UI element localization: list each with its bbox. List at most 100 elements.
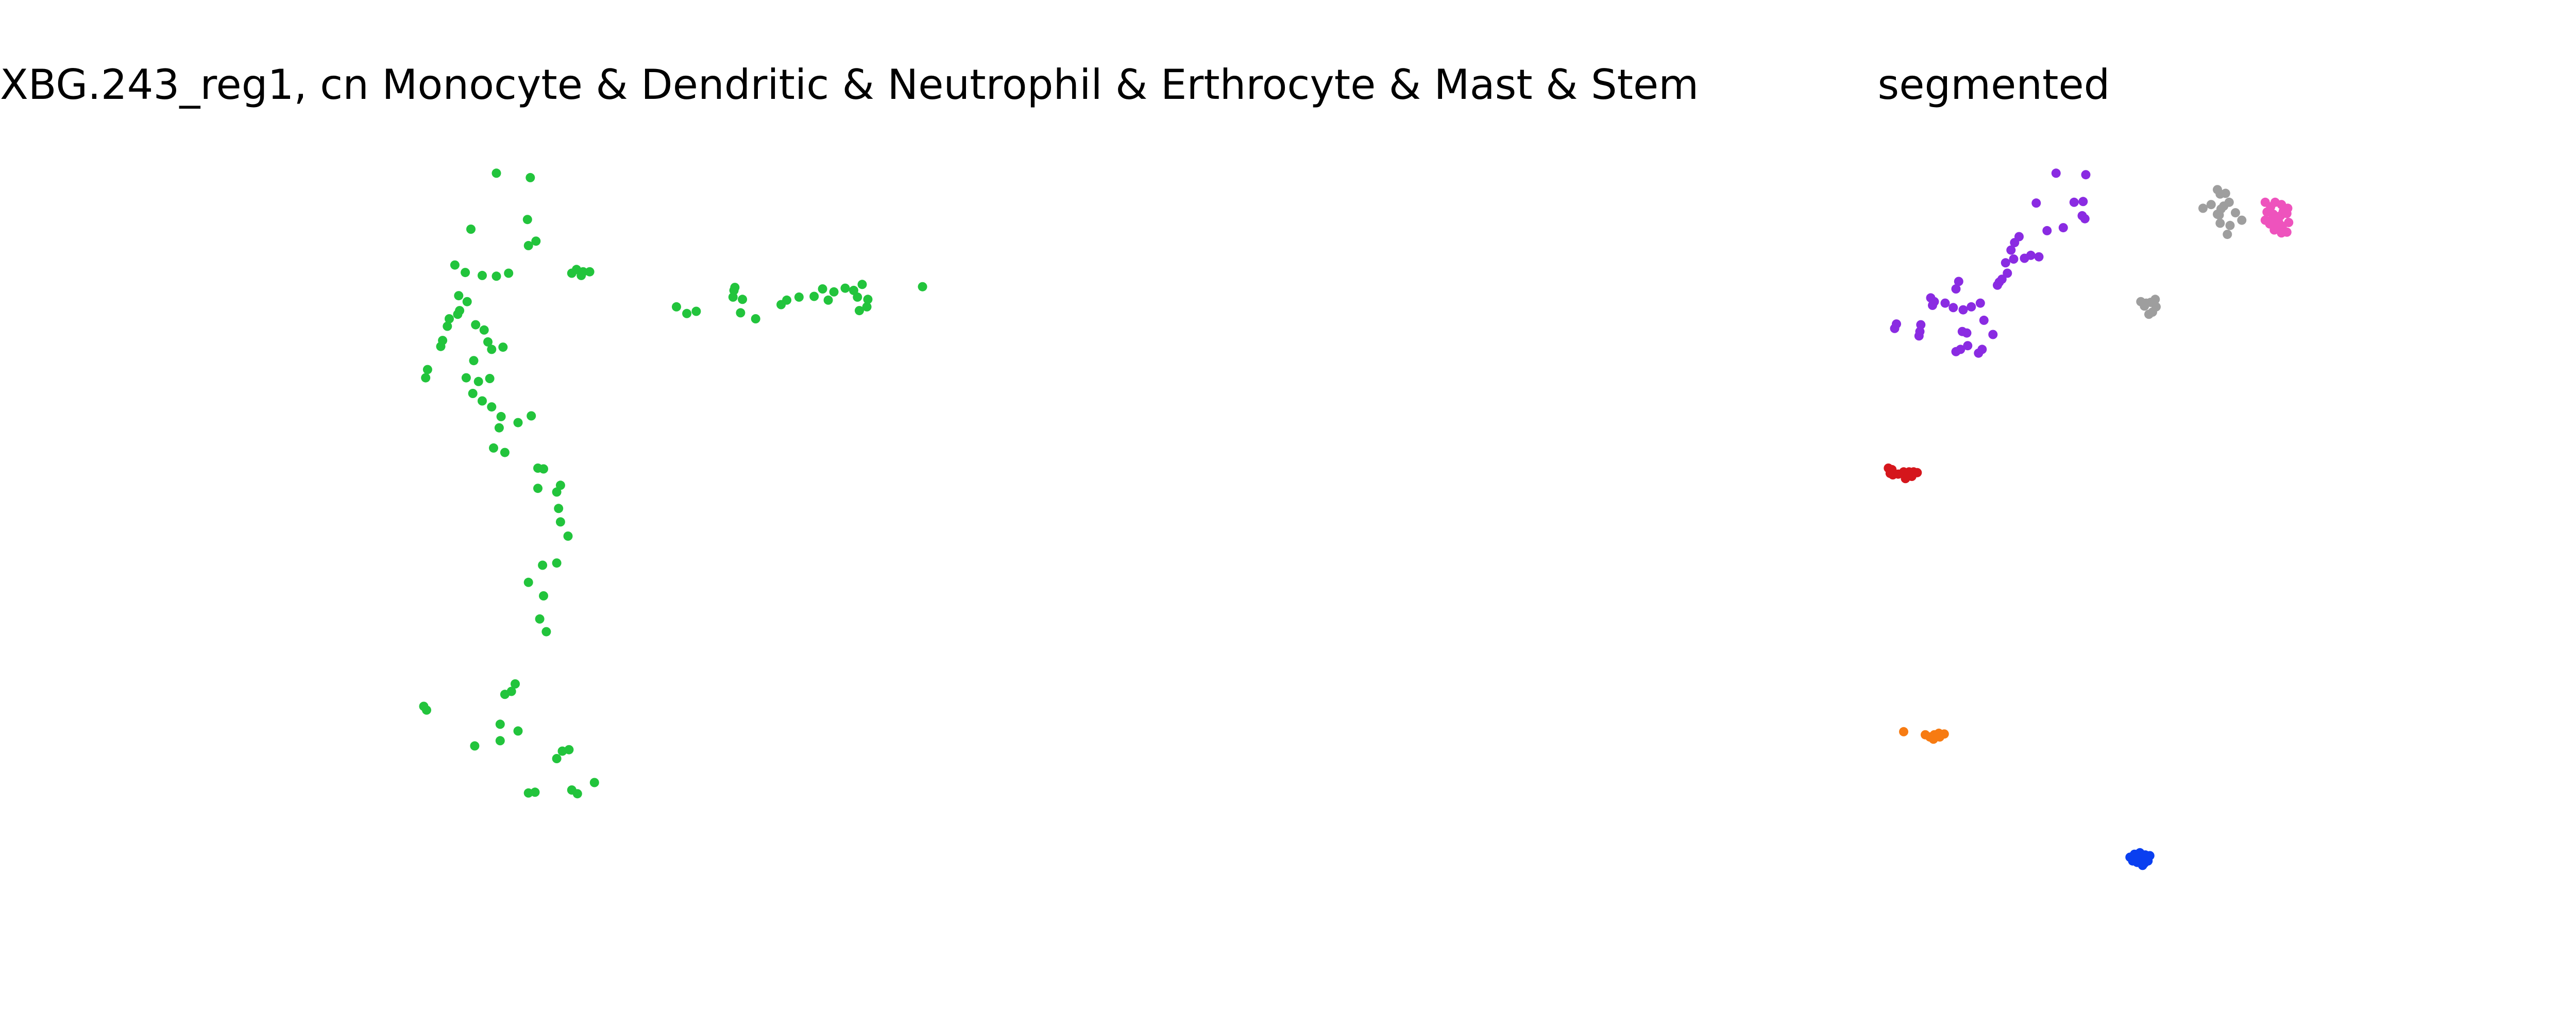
left-point-0-32 — [461, 373, 471, 383]
left-point-0-97 — [862, 302, 872, 312]
left-panel-title: XBG.243_reg1, cn Monocyte & Dendritic & … — [0, 61, 1699, 109]
right-series-5 — [2125, 848, 2155, 870]
left-point-0-13 — [478, 270, 487, 280]
right-point-0-25 — [1958, 305, 1968, 315]
left-point-0-2 — [466, 225, 476, 234]
right-point-0-39 — [1928, 300, 1937, 310]
right-point-1-11 — [2223, 230, 2232, 239]
left-point-0-82 — [691, 306, 701, 316]
right-point-1-12 — [2198, 203, 2208, 213]
left-point-0-68 — [572, 789, 582, 799]
left-point-0-85 — [782, 295, 792, 305]
left-point-0-4 — [531, 236, 541, 246]
left-point-0-89 — [823, 295, 833, 305]
right-point-0-21 — [1954, 277, 1963, 286]
left-point-0-60 — [500, 690, 510, 699]
right-series-0 — [1890, 168, 2091, 358]
left-point-0-74 — [513, 726, 523, 736]
left-point-0-93 — [857, 280, 867, 289]
left-point-0-52 — [538, 560, 548, 570]
right-series-3 — [1884, 464, 1922, 484]
right-point-1-20 — [2144, 310, 2154, 319]
left-point-0-53 — [552, 558, 562, 568]
right-point-0-38 — [1926, 293, 1936, 303]
right-point-0-41 — [1914, 331, 1924, 341]
left-point-0-16 — [454, 291, 464, 301]
left-point-0-95 — [855, 306, 864, 316]
left-point-0-96 — [853, 292, 862, 302]
right-point-0-34 — [1963, 341, 1973, 351]
left-point-0-80 — [672, 302, 681, 312]
right-point-4-0 — [1899, 727, 1908, 736]
right-point-1-14 — [2214, 210, 2224, 220]
left-point-0-83 — [751, 314, 760, 323]
right-point-0-6 — [2080, 214, 2090, 224]
right-point-1-22 — [2150, 295, 2160, 304]
left-point-0-81 — [682, 308, 692, 318]
right-point-5-10 — [2133, 852, 2143, 861]
left-point-0-19 — [453, 310, 463, 319]
left-point-0-48 — [552, 487, 562, 497]
right-point-0-36 — [1951, 347, 1961, 356]
left-point-0-90 — [829, 287, 839, 297]
left-point-0-87 — [809, 291, 819, 301]
left-point-0-61 — [470, 741, 480, 751]
right-point-0-44 — [1890, 323, 1900, 333]
left-point-0-23 — [436, 341, 446, 351]
left-point-0-26 — [471, 320, 481, 330]
left-point-0-40 — [527, 411, 536, 421]
right-point-0-33 — [1974, 348, 1984, 358]
left-point-0-49 — [554, 504, 564, 513]
right-point-0-8 — [2042, 226, 2052, 235]
left-point-0-45 — [539, 464, 548, 474]
right-point-0-10 — [2010, 238, 2020, 248]
left-point-0-31 — [469, 356, 479, 366]
right-point-0-11 — [2006, 245, 2016, 255]
left-point-0-27 — [479, 325, 489, 335]
left-series-0 — [419, 168, 927, 799]
left-panel: XBG.243_reg1, cn Monocyte & Dendritic & … — [0, 61, 1699, 799]
left-point-0-54 — [523, 577, 533, 587]
left-point-0-56 — [539, 591, 548, 600]
left-point-0-57 — [541, 627, 551, 637]
left-point-0-17 — [462, 297, 472, 306]
left-point-0-94 — [863, 295, 873, 304]
right-point-5-12 — [2141, 853, 2151, 863]
left-point-0-65 — [552, 754, 562, 763]
left-point-0-55 — [535, 614, 545, 624]
left-point-0-98 — [918, 282, 927, 291]
right-point-0-13 — [2001, 258, 2010, 268]
right-point-2-19 — [2274, 218, 2283, 227]
left-point-0-43 — [489, 443, 498, 453]
left-point-0-41 — [513, 418, 523, 427]
right-point-0-22 — [1951, 284, 1961, 294]
left-point-0-86 — [794, 292, 804, 302]
right-point-0-7 — [2058, 223, 2068, 233]
left-point-0-15 — [504, 268, 514, 278]
right-panel-title: segmented — [1878, 61, 2110, 109]
left-point-0-1 — [526, 173, 535, 182]
right-point-0-20 — [1993, 280, 2002, 290]
right-point-1-9 — [2237, 215, 2247, 225]
left-point-0-66 — [589, 778, 599, 787]
right-point-0-30 — [1962, 328, 1972, 338]
right-point-0-42 — [1916, 320, 1926, 330]
left-point-0-88 — [818, 284, 827, 294]
right-series-1 — [2136, 185, 2247, 319]
left-point-0-20 — [445, 314, 454, 323]
right-point-0-15 — [2026, 250, 2036, 260]
left-point-0-50 — [555, 517, 565, 527]
left-point-0-38 — [496, 411, 506, 421]
right-point-0-27 — [1975, 298, 1985, 308]
left-point-0-33 — [473, 376, 483, 386]
left-point-0-9 — [567, 268, 577, 278]
left-point-0-34 — [485, 374, 495, 383]
left-point-0-78 — [728, 292, 738, 302]
right-point-0-0 — [2051, 168, 2061, 178]
right-point-1-8 — [2225, 220, 2235, 230]
left-point-0-30 — [498, 342, 508, 352]
left-point-0-24 — [422, 365, 432, 374]
left-point-0-36 — [478, 396, 487, 406]
